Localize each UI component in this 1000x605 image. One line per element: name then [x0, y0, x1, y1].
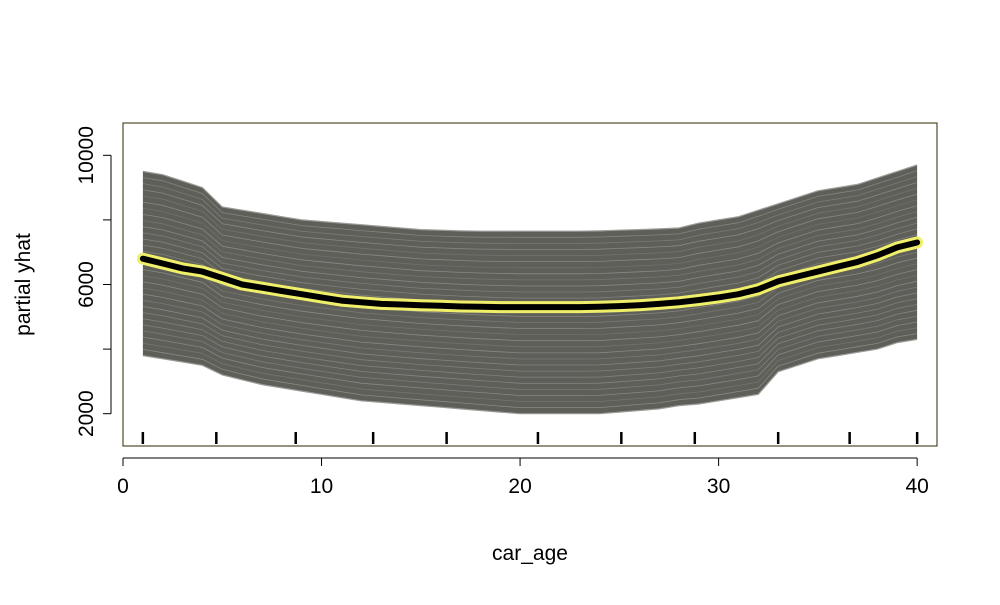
ice-line	[142, 222, 918, 293]
ice-line	[142, 176, 918, 244]
ice-line	[142, 211, 918, 281]
x-tick-label: 30	[707, 475, 730, 498]
y-axis-label: partial yhat	[12, 233, 35, 336]
ice-line	[142, 170, 918, 238]
y-tick-label: 6000	[75, 261, 98, 308]
ice-line	[142, 275, 918, 348]
x-tick-label: 10	[310, 475, 333, 498]
ice-upper-envelope-line	[142, 164, 918, 232]
ice-lower-envelope-line	[142, 338, 918, 415]
ice-line	[142, 333, 918, 409]
ice-line	[142, 298, 918, 372]
x-axis: 0 10 20 30 40	[117, 457, 929, 498]
ice-line	[142, 199, 918, 269]
x-axis-label: car_age	[492, 542, 568, 565]
ice-line	[142, 228, 918, 299]
ice-line	[142, 304, 918, 378]
y-tick-label: 10000	[75, 126, 98, 184]
ice-line	[142, 205, 918, 275]
ice-line	[142, 292, 918, 366]
ice-line	[142, 187, 918, 256]
ice-line	[142, 280, 918, 354]
y-tick-label: 2000	[75, 390, 98, 437]
x-tick-label: 0	[117, 475, 129, 498]
ice-lines-layer	[142, 164, 918, 415]
ice-line	[142, 182, 918, 250]
ice-line	[142, 263, 918, 336]
ice-line	[142, 269, 918, 342]
pdp-line-layer	[136, 236, 924, 314]
ice-line	[142, 315, 918, 390]
x-tick-label: 20	[508, 475, 531, 498]
ice-line	[142, 193, 918, 263]
x-tick-label: 40	[905, 475, 928, 498]
ice-line	[142, 286, 918, 360]
ice-line	[142, 257, 918, 329]
ice-line	[142, 321, 918, 396]
plot-frame	[122, 122, 938, 447]
pdp-line	[139, 239, 921, 311]
ice-line	[142, 216, 918, 287]
ice-line	[142, 327, 918, 402]
rug-layer	[141, 432, 919, 444]
y-axis: 2000 6000 10000	[75, 126, 112, 437]
ice-line	[142, 309, 918, 384]
